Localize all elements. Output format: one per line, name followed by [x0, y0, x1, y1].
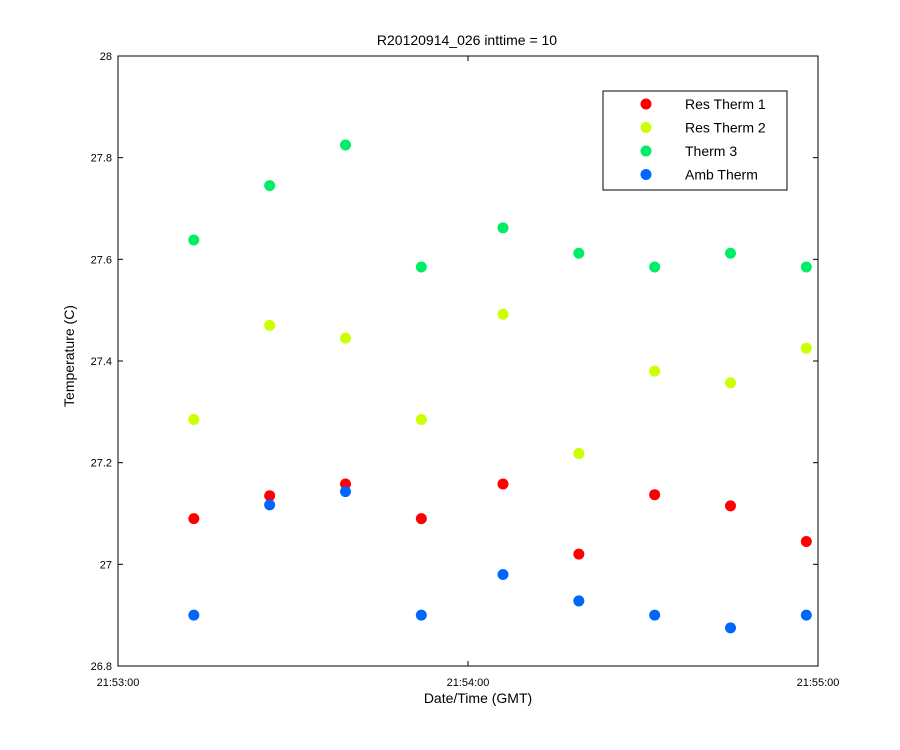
- point-therm-3: [415, 261, 427, 273]
- y-tick-label: 27.2: [91, 458, 112, 470]
- axis-ticks: 26.8 27 27.2 27.4 27.6 27.8 28 21:53:00 21:54:00…: [91, 51, 840, 689]
- legend-label-res-therm-2: Res Therm 2: [685, 120, 766, 136]
- point-amb-therm: [725, 622, 736, 634]
- x-tick-label: 21:55:00: [797, 677, 840, 689]
- legend-marker-res-therm-1: [640, 98, 652, 110]
- point-res-therm-1: [725, 500, 736, 512]
- legend-marker-res-therm-2: [640, 122, 652, 133]
- point-amb-therm: [800, 609, 812, 621]
- point-res-therm-1: [415, 513, 427, 525]
- point-therm-3: [573, 247, 585, 259]
- point-amb-therm: [497, 569, 509, 580]
- x-tick-label: 21:53:00: [97, 677, 140, 689]
- point-res-therm-1: [573, 548, 585, 560]
- point-amb-therm: [573, 595, 585, 607]
- point-res-therm-2: [264, 319, 276, 331]
- legend-label-res-therm-1: Res Therm 1: [685, 96, 766, 112]
- legend-marker-amb-therm: [640, 169, 652, 180]
- point-res-therm-1: [264, 490, 276, 502]
- point-therm-3: [649, 261, 661, 273]
- y-tick-label: 28: [100, 51, 112, 63]
- point-res-therm-2: [497, 308, 509, 320]
- point-therm-3: [725, 247, 736, 259]
- point-res-therm-2: [415, 413, 427, 425]
- point-res-therm-2: [573, 448, 585, 460]
- legend-marker-therm-3: [640, 145, 652, 157]
- point-amb-therm: [415, 609, 427, 621]
- point-res-therm-1: [188, 513, 200, 525]
- y-tick-label: 27.6: [91, 254, 112, 266]
- x-axis-label: Date/Time (GMT): [424, 690, 532, 706]
- point-therm-3: [800, 261, 812, 273]
- y-axis-label: Temperature (C): [61, 305, 77, 407]
- point-res-therm-1: [340, 478, 351, 490]
- y-tick-label: 27.8: [91, 153, 112, 165]
- y-tick-label: 27.4: [91, 356, 112, 368]
- point-res-therm-1: [649, 489, 661, 501]
- point-res-therm-2: [649, 365, 661, 377]
- point-res-therm-2: [188, 413, 200, 425]
- point-amb-therm: [264, 499, 276, 511]
- point-res-therm-1: [800, 535, 812, 547]
- point-therm-3: [188, 234, 200, 246]
- point-therm-3: [340, 139, 351, 151]
- y-tick-label: 26.8: [91, 661, 112, 673]
- point-amb-therm: [340, 486, 351, 498]
- point-amb-therm: [649, 609, 661, 621]
- chart-title: R20120914_026 inttime = 10: [377, 32, 557, 48]
- point-res-therm-2: [340, 332, 351, 344]
- point-res-therm-2: [800, 342, 812, 354]
- legend-label-therm-3: Therm 3: [685, 143, 737, 159]
- point-res-therm-2: [725, 377, 736, 389]
- legend: Res Therm 1 Res Therm 2 Therm 3 Amb Therm: [602, 90, 788, 191]
- point-res-therm-1: [497, 478, 509, 490]
- point-therm-3: [264, 180, 276, 192]
- x-tick-label: 21:54:00: [447, 677, 490, 689]
- point-therm-3: [497, 222, 509, 234]
- y-tick-label: 27: [100, 559, 112, 571]
- point-amb-therm: [188, 609, 200, 621]
- data-points: [188, 139, 812, 634]
- legend-box: [602, 90, 788, 191]
- legend-label-amb-therm: Amb Therm: [685, 167, 758, 183]
